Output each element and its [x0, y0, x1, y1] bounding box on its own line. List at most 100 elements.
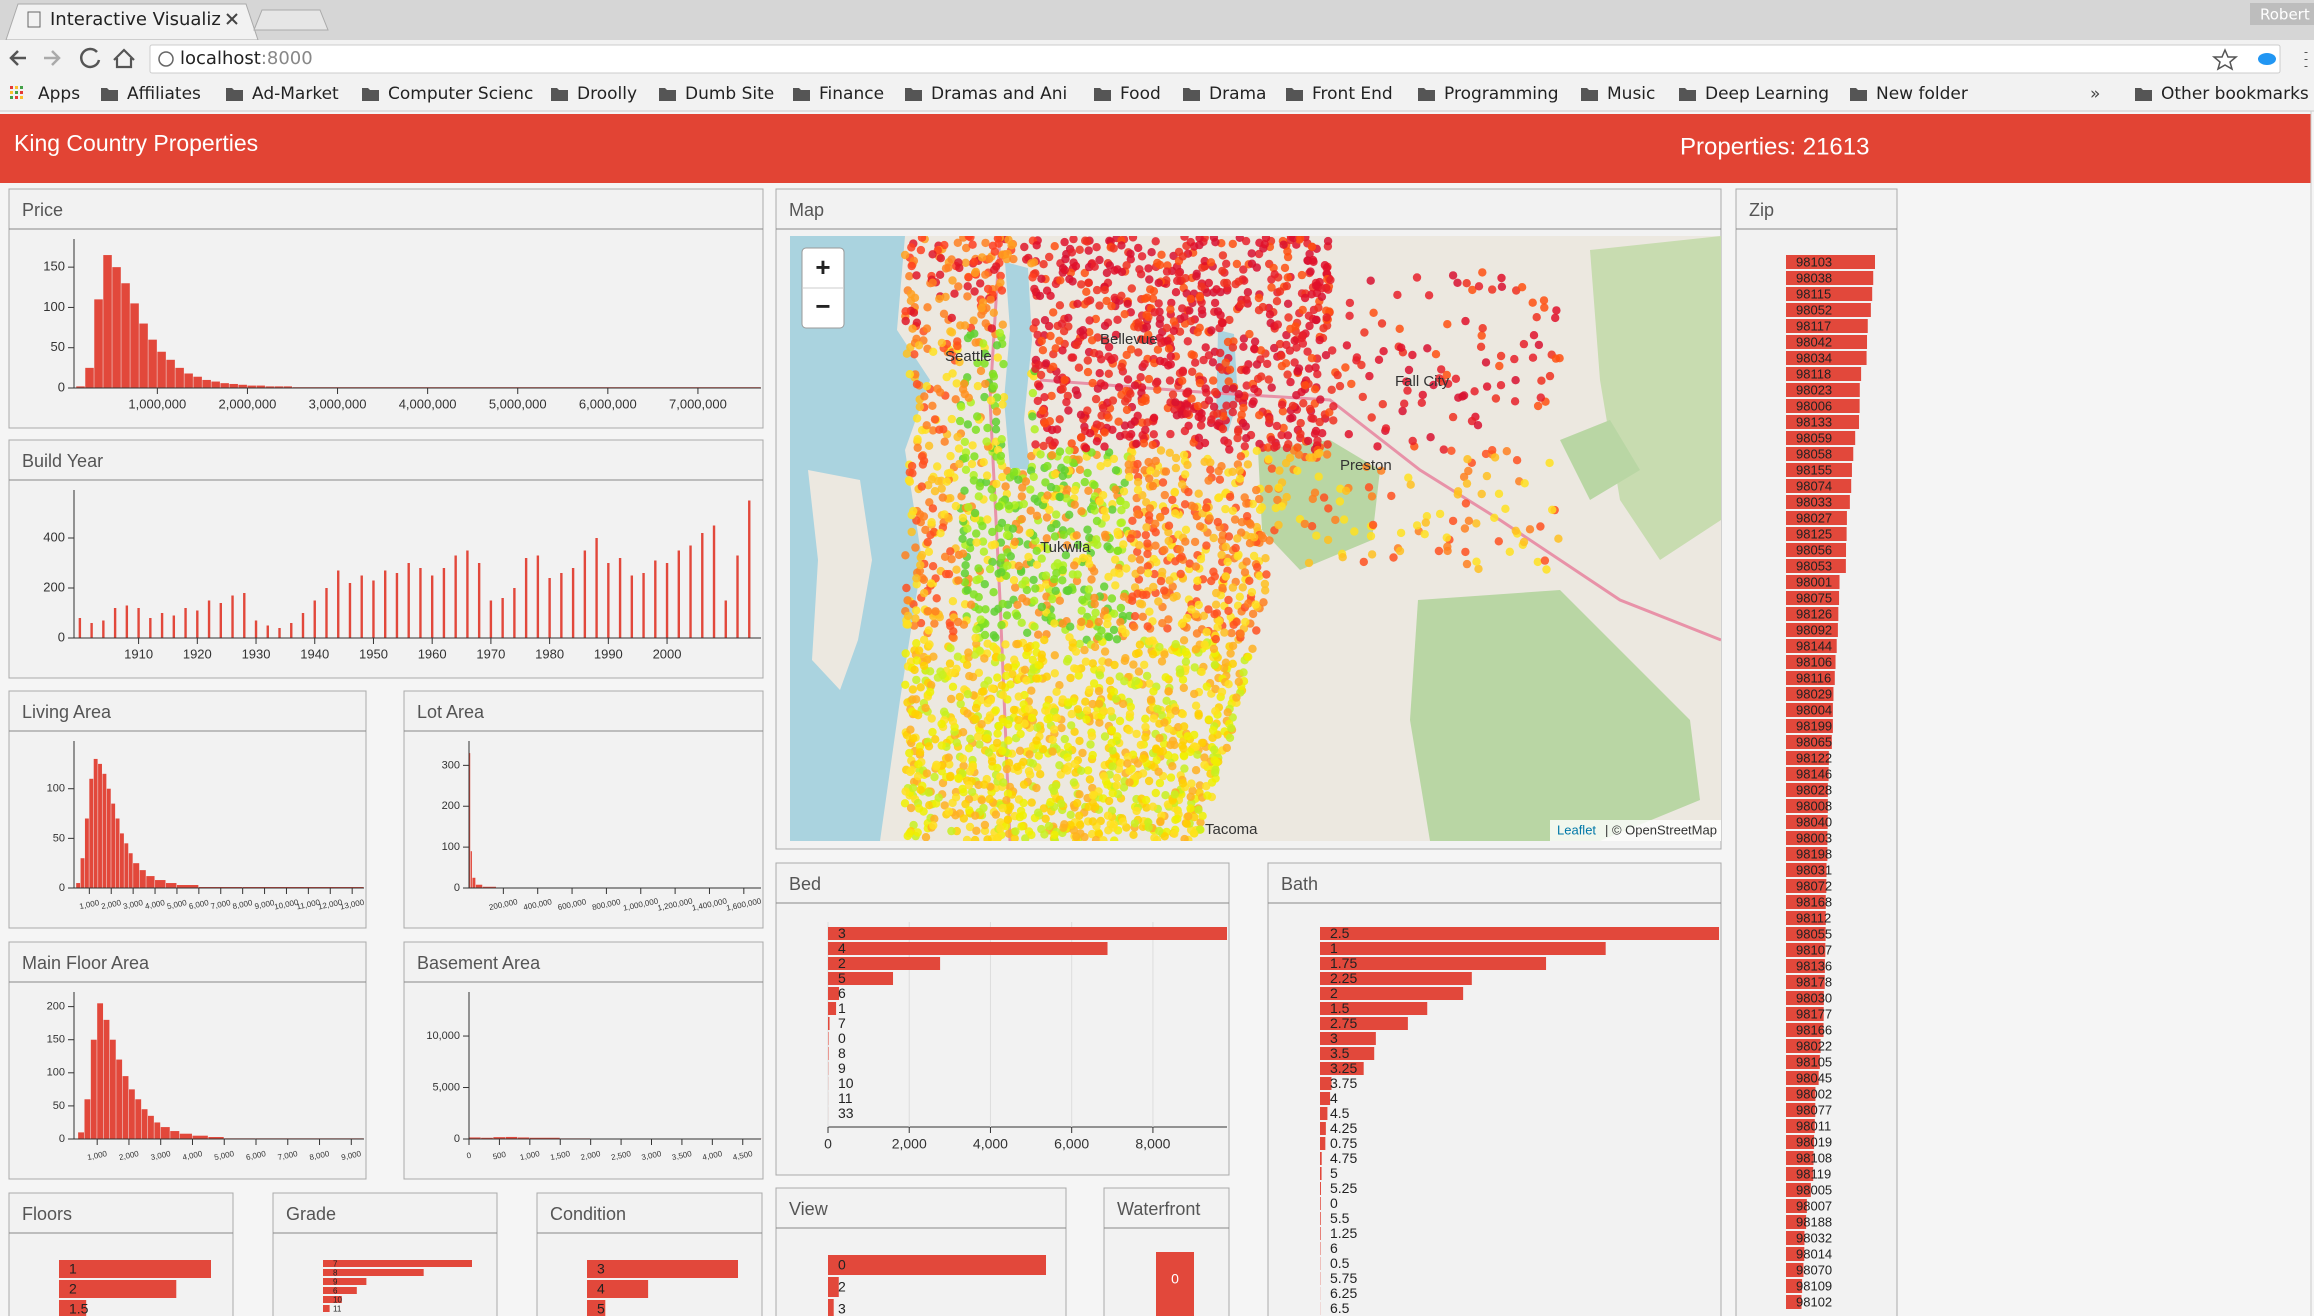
map-point — [1345, 311, 1354, 320]
bar — [1786, 591, 1840, 605]
new-tab[interactable] — [253, 9, 329, 31]
user-badge[interactable] — [2250, 3, 2314, 25]
bookmark[interactable]: Apps — [38, 84, 80, 104]
map-point — [1157, 711, 1167, 720]
x-tick-label: 0 — [466, 1151, 473, 1161]
bookmark[interactable]: Music — [1607, 84, 1655, 104]
map-point — [944, 807, 954, 816]
map-point — [1080, 477, 1090, 487]
map-point — [1032, 736, 1041, 745]
map-point — [1015, 746, 1025, 755]
map-point — [1122, 405, 1132, 415]
bar — [323, 1269, 424, 1276]
map-point — [989, 382, 999, 391]
histogram-bar — [84, 1099, 91, 1139]
map-point — [1232, 693, 1241, 702]
map-point — [981, 605, 990, 614]
map-point — [947, 313, 956, 323]
bar — [90, 623, 93, 638]
map-point — [1235, 236, 1244, 242]
map-point — [953, 432, 962, 442]
bookmark[interactable]: Finance — [819, 84, 884, 104]
map-point — [913, 772, 923, 781]
map-point — [942, 477, 952, 486]
home-button[interactable] — [113, 48, 135, 69]
map-point — [1042, 513, 1052, 522]
bar — [419, 568, 422, 638]
bar-label: 7 — [838, 1015, 846, 1031]
bar — [360, 575, 363, 638]
map-point — [1049, 362, 1058, 371]
bookmark[interactable]: Droolly — [577, 84, 637, 104]
bookmark[interactable]: Dramas and Ani — [931, 84, 1067, 104]
histogram-bar — [115, 818, 120, 888]
x-tick-label: 3,500 — [671, 1149, 693, 1162]
zoom-out[interactable]: − — [815, 291, 830, 321]
map-point — [1182, 819, 1192, 828]
bookmark[interactable]: Food — [1120, 84, 1161, 104]
map-point — [1222, 401, 1231, 410]
map-point — [986, 295, 995, 304]
back-button[interactable] — [9, 50, 26, 66]
bookmark[interactable]: Affiliates — [127, 84, 201, 104]
map-point — [1134, 667, 1144, 676]
address-bar[interactable] — [149, 44, 2281, 74]
map-forest — [1560, 420, 1640, 500]
map-point — [1002, 671, 1011, 680]
tab-close[interactable] — [226, 13, 238, 25]
map-point — [963, 524, 972, 533]
map-point — [1066, 673, 1075, 683]
map-point — [1536, 393, 1546, 402]
info-icon[interactable] — [158, 51, 174, 67]
bookmark[interactable]: New folder — [1876, 84, 1968, 104]
forward-button[interactable] — [44, 50, 61, 66]
zoom-in[interactable]: + — [815, 252, 830, 282]
extension-icon[interactable] — [2258, 53, 2276, 65]
map-point — [929, 821, 938, 830]
map-point — [1068, 353, 1078, 362]
bookmark[interactable]: Drama — [1209, 84, 1266, 104]
map-point — [966, 600, 976, 609]
panel-title: Map — [789, 200, 824, 220]
bar — [254, 620, 258, 638]
histogram-bar — [469, 753, 471, 888]
map-point — [907, 527, 916, 537]
map-point — [1225, 492, 1235, 502]
attribution-link[interactable]: Leaflet — [1557, 822, 1596, 837]
x-tick-label: 2000 — [653, 646, 682, 661]
map-point — [954, 773, 963, 783]
bookmark[interactable]: Programming — [1444, 84, 1559, 104]
bookmark[interactable]: Deep Learning — [1705, 84, 1829, 104]
map-point — [1212, 588, 1221, 598]
x-tick-label: 1,000 — [79, 898, 101, 911]
bar — [1786, 687, 1834, 701]
bookmark[interactable]: Dumb Site — [685, 84, 774, 104]
map-point — [974, 492, 983, 501]
map-point — [1218, 251, 1228, 260]
bookmarks-more[interactable]: » — [2090, 84, 2100, 104]
reload-button[interactable] — [79, 47, 101, 69]
map-point — [1108, 762, 1117, 771]
map-point — [1050, 532, 1060, 541]
bookmark[interactable]: Front End — [1312, 84, 1393, 104]
bookmark[interactable]: Ad-Market — [252, 84, 339, 104]
map-point — [989, 631, 998, 640]
map-point — [1137, 252, 1147, 261]
map-point — [1267, 383, 1276, 392]
bar-label: 98023 — [1796, 382, 1832, 397]
bar-label: 10 — [333, 1296, 342, 1305]
bar-label: 4 — [597, 1281, 605, 1297]
bookmark-star[interactable] — [2211, 48, 2239, 71]
map-point — [1183, 460, 1192, 470]
map-point — [1420, 530, 1429, 539]
bookmark[interactable]: Computer Scienc — [388, 84, 533, 104]
map-point — [984, 748, 993, 757]
bar-label: 98119 — [1796, 1166, 1831, 1181]
bar — [1786, 511, 1847, 525]
bookmark[interactable]: Other bookmarks — [2161, 84, 2309, 104]
map-point — [1134, 648, 1143, 658]
bar — [1786, 703, 1833, 717]
map-point — [1036, 370, 1046, 380]
bar-label: 2.5 — [1330, 925, 1350, 941]
